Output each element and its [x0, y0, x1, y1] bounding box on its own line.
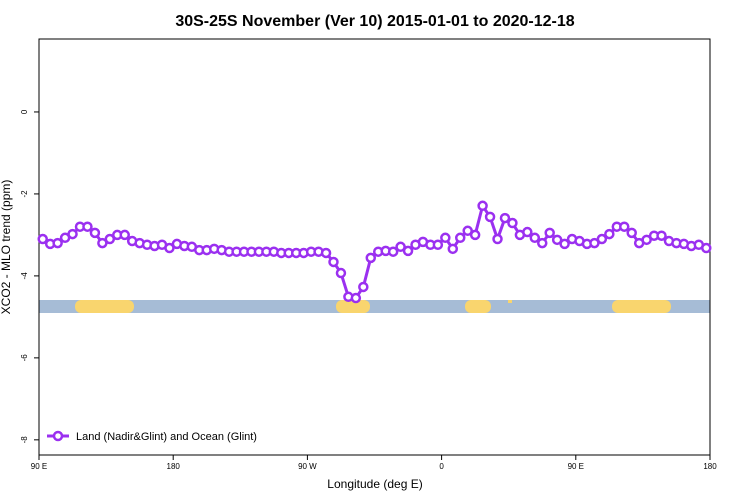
data-point	[656, 230, 667, 241]
land-segment	[75, 300, 134, 313]
x-tick-label: 180	[167, 462, 181, 471]
data-point	[365, 252, 377, 264]
data-point	[358, 281, 369, 293]
x-tick-label: 90 W	[298, 462, 317, 471]
land-segment	[336, 300, 370, 313]
data-point	[551, 234, 563, 246]
data-point	[641, 234, 652, 246]
y-axis-label: XCO2 - MLO trend (ppm)	[0, 180, 13, 315]
data-point	[529, 232, 541, 244]
land-segment	[508, 300, 512, 303]
data-point	[589, 237, 600, 249]
data-point	[522, 226, 533, 238]
x-tick-label: 180	[703, 462, 717, 471]
legend-label: Land (Nadir&Glint) and Ocean (Glint)	[76, 431, 257, 443]
data-point	[701, 242, 712, 254]
data-point	[462, 225, 473, 237]
data-point	[447, 243, 459, 255]
data-point	[492, 233, 503, 245]
data-point	[484, 211, 496, 223]
data-point	[440, 232, 451, 244]
x-tick-label: 0	[439, 462, 444, 471]
data-point	[469, 229, 481, 241]
data-point	[320, 247, 332, 259]
ocean-band	[39, 300, 710, 313]
data-point	[119, 229, 130, 241]
x-tick-label: 90 E	[568, 462, 584, 471]
data-point	[350, 292, 362, 304]
chart-title: 30S-25S November (Ver 10) 2015-01-01 to …	[175, 13, 574, 30]
y-tick-label: -6	[20, 354, 29, 362]
data-point	[499, 212, 511, 224]
x-tick-label: 90 E	[31, 462, 47, 471]
data-point	[164, 242, 175, 254]
data-point	[477, 200, 488, 212]
data-point	[619, 221, 630, 232]
data-point	[37, 233, 48, 245]
data-point	[67, 228, 78, 240]
y-tick-label: -2	[20, 190, 29, 198]
data-point	[507, 217, 518, 229]
data-point	[52, 237, 63, 249]
data-point	[544, 227, 555, 239]
data-point	[395, 241, 406, 253]
land-ocean-band	[39, 300, 710, 313]
data-point	[559, 238, 570, 250]
land-segment	[465, 300, 491, 313]
data-point	[596, 233, 608, 245]
data-point	[626, 227, 637, 239]
data-point	[454, 232, 466, 244]
legend-marker	[52, 430, 64, 442]
y-tick-label: 0	[20, 109, 29, 114]
data-point	[82, 221, 93, 232]
data-point	[89, 227, 101, 239]
data-point	[328, 256, 339, 268]
data-point	[104, 233, 116, 245]
data-point	[387, 246, 399, 257]
x-axis-label: Longitude (deg E)	[327, 477, 422, 491]
data-point	[97, 237, 108, 249]
y-tick-label: -4	[20, 272, 29, 280]
data-point	[402, 245, 414, 257]
data-point	[432, 239, 444, 250]
data-point	[537, 237, 548, 249]
land-segment	[612, 300, 671, 313]
y-tick-label: -8	[20, 436, 29, 444]
data-point	[604, 228, 615, 240]
data-point	[335, 267, 347, 279]
